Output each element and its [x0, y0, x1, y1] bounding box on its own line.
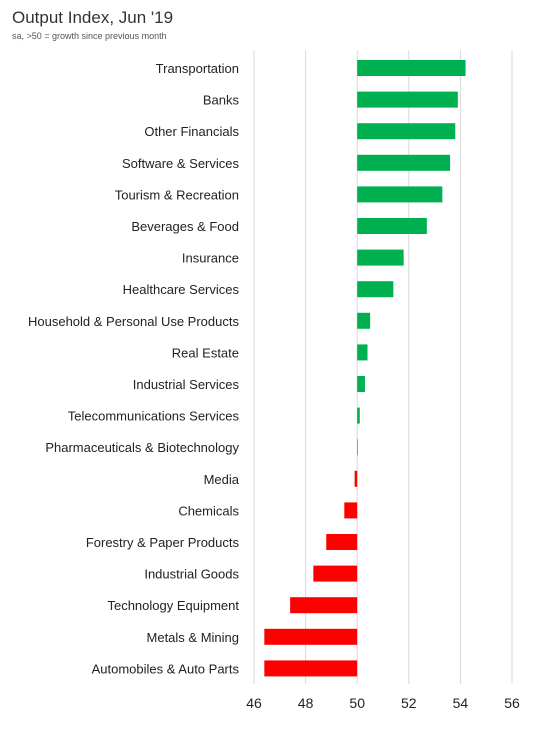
x-tick-label: 54 — [453, 695, 469, 711]
category-label: Forestry & Paper Products — [86, 535, 240, 550]
bar — [357, 281, 394, 298]
category-label: Transportation — [156, 61, 239, 76]
x-axis-ticks: 46 48 50 52 54 56 — [246, 695, 520, 711]
category-label: Automobiles & Auto Parts — [92, 661, 240, 676]
x-tick-label: 48 — [298, 695, 314, 711]
x-tick-label: 56 — [504, 695, 520, 711]
bar — [357, 312, 371, 329]
bar — [344, 502, 358, 519]
bar — [264, 660, 358, 677]
chart-subtitle: sa, >50 = growth since previous month — [12, 31, 167, 41]
bar — [357, 123, 456, 140]
category-label: Industrial Goods — [144, 567, 239, 582]
category-label: Media — [204, 472, 240, 487]
x-tick-label: 46 — [246, 695, 262, 711]
category-labels: Transportation Banks Other Financials Softw… — [28, 61, 240, 676]
bar — [290, 597, 358, 614]
bar — [357, 91, 458, 108]
bar — [357, 218, 427, 234]
category-label: Healthcare Services — [123, 282, 240, 297]
category-label: Other Financials — [144, 124, 239, 139]
bar — [313, 565, 358, 582]
category-label: Tourism & Recreation — [115, 187, 239, 202]
gridlines — [253, 50, 513, 684]
category-label: Household & Personal Use Products — [28, 314, 240, 329]
category-label: Insurance — [182, 251, 239, 266]
bar — [326, 534, 358, 550]
category-label: Software & Services — [122, 156, 240, 171]
category-label: Banks — [203, 93, 240, 108]
bar — [357, 376, 365, 392]
category-label: Metals & Mining — [147, 630, 239, 645]
x-tick-label: 52 — [401, 695, 417, 711]
bar — [357, 60, 466, 76]
category-label: Industrial Services — [133, 377, 240, 392]
bar — [357, 154, 451, 171]
bar — [357, 249, 404, 266]
bar — [357, 344, 368, 361]
category-label: Beverages & Food — [131, 219, 239, 234]
chart-title: Output Index, Jun '19 — [12, 8, 174, 27]
bar — [357, 439, 358, 456]
bar — [264, 628, 358, 645]
category-label: Pharmaceuticals & Biotechnology — [45, 440, 239, 455]
category-label: Real Estate — [172, 345, 239, 360]
bar — [354, 470, 358, 487]
category-label: Chemicals — [178, 503, 239, 518]
bar — [357, 407, 360, 424]
category-label: Technology Equipment — [107, 598, 239, 613]
bar — [357, 186, 443, 203]
category-label: Telecommunications Services — [68, 409, 240, 424]
x-tick-label: 50 — [349, 695, 365, 711]
bars — [264, 60, 466, 677]
